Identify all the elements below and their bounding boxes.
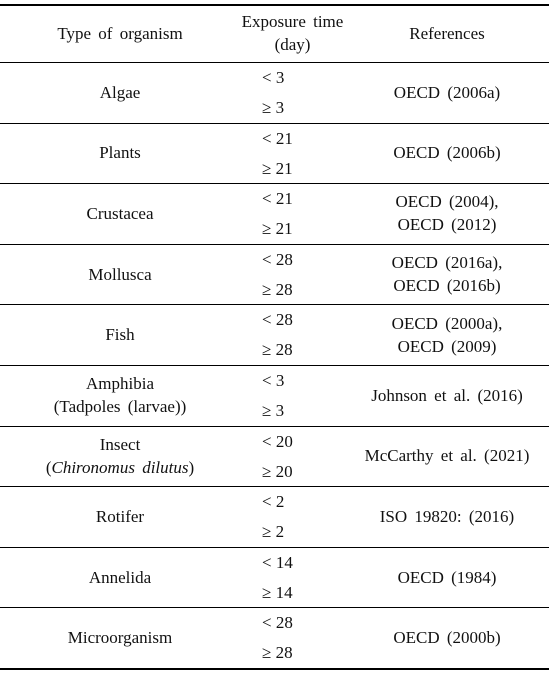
exposure-value: ≥ 28 <box>262 643 293 663</box>
organism-line: Rotifer <box>96 505 144 528</box>
organism-line: Amphibia <box>86 372 154 395</box>
organism-cell: Annelida <box>0 547 240 608</box>
reference-line: OECD (2004), <box>395 192 499 212</box>
organism-text: Insect <box>99 434 141 454</box>
exposure-value: < 20 <box>262 431 293 451</box>
row-rule <box>0 607 549 609</box>
exposure-value: ≥ 14 <box>262 582 293 602</box>
reference-cell: ISO 19820: (2016) <box>345 486 549 547</box>
organism-text: Annelida <box>88 567 152 587</box>
organism-text: (Tadpoles (larvae)) <box>53 397 187 417</box>
organism-cell: Insect (Chironomus dilutus) <box>0 426 240 487</box>
exposure-value: < 28 <box>262 249 293 269</box>
organism-cell: Rotifer <box>0 486 240 547</box>
organism-line: (Tadpoles (larvae)) <box>54 395 187 418</box>
exposure-value: < 2 <box>262 492 285 512</box>
row-rule <box>0 425 549 427</box>
organism-text: ( <box>45 457 52 477</box>
reference-line: OECD (2000b) <box>393 628 501 648</box>
organism-text: Microorganism <box>67 628 173 648</box>
organism-line: Annelida <box>89 566 151 589</box>
row-rule <box>0 243 549 245</box>
organism-cell: Fish <box>0 304 240 365</box>
reference-cell: OECD (2000a), OECD (2009) <box>345 304 549 365</box>
header-cell: Type of organism <box>57 23 183 43</box>
organism-cell: Plants <box>0 123 240 184</box>
organism-cell: Amphibia (Tadpoles (larvae)) <box>0 365 240 426</box>
reference-cell: OECD (2000b) <box>345 607 549 668</box>
exposure-value: < 21 <box>262 189 293 209</box>
reference-line: OECD (2012) <box>397 215 497 235</box>
header-line: Exposure time <box>241 12 344 31</box>
header-rule <box>0 62 549 63</box>
exposure-value: < 3 <box>262 68 285 87</box>
reference-line: McCarthy et al. (2021) <box>364 446 530 466</box>
reference-line: OECD (1984) <box>397 567 497 587</box>
organism-text: ) <box>188 457 195 477</box>
exposure-value: ≥ 3 <box>262 98 285 117</box>
exposure-value: ≥ 3 <box>262 401 285 420</box>
reference-line: ISO 19820: (2016) <box>379 506 515 526</box>
header-cell: Exposure time (day) <box>240 4 345 62</box>
exposure-value: ≥ 28 <box>262 279 293 299</box>
exposure-value: ≥ 21 <box>262 219 293 239</box>
reference-cell: OECD (2006a) <box>345 62 549 123</box>
organism-text: Amphibia <box>86 374 154 394</box>
reference-cell: McCarthy et al. (2021) <box>345 426 549 487</box>
reference-cell: Johnson et al. (2016) <box>345 365 549 426</box>
reference-line: OECD (2000a), <box>391 313 503 333</box>
reference-line: Johnson et al. (2016) <box>371 385 523 405</box>
organism-cell: Mollusca <box>0 244 240 305</box>
exposure-value: ≥ 20 <box>262 461 293 481</box>
exposure-value: < 3 <box>262 371 285 390</box>
header-line: (day) <box>274 35 311 54</box>
organism-line: Algae <box>100 81 141 104</box>
organism-text: Rotifer <box>95 506 145 526</box>
row-rule <box>0 304 549 306</box>
organism-cell: Microorganism <box>0 607 240 668</box>
exposure-value: < 21 <box>262 128 293 148</box>
row-rule <box>0 365 549 366</box>
organism-text: Fish <box>105 325 135 345</box>
reference-cell: OECD (2004), OECD (2012) <box>345 183 549 244</box>
reference-cell: OECD (1984) <box>345 547 549 608</box>
reference-line: OECD (2016a), <box>391 253 503 273</box>
row-rule <box>0 486 549 488</box>
reference-line: OECD (2016b) <box>393 276 501 296</box>
organism-text: Algae <box>99 82 141 102</box>
row-rule <box>0 546 549 548</box>
organism-line: Mollusca <box>88 263 151 286</box>
organism-text: Chironomus dilutus <box>51 457 189 477</box>
reference-line: OECD (2006a) <box>393 82 501 102</box>
exposure-value: ≥ 21 <box>262 158 293 178</box>
exposure-value: < 28 <box>262 613 293 633</box>
reference-cell: OECD (2016a), OECD (2016b) <box>345 244 549 305</box>
organism-line: (Chironomus dilutus) <box>46 456 194 479</box>
organism-line: Plants <box>99 141 141 164</box>
reference-line: OECD (2009) <box>397 336 497 356</box>
row-rule <box>0 122 549 124</box>
organism-text: Mollusca <box>88 264 152 284</box>
row-rule <box>0 183 549 185</box>
header-cell: References <box>409 23 485 43</box>
reference-line: OECD (2006b) <box>393 143 501 163</box>
organism-line: Crustacea <box>86 202 153 225</box>
exposure-value: ≥ 28 <box>262 340 293 360</box>
organism-cell: Crustacea <box>0 183 240 244</box>
reference-cell: OECD (2006b) <box>345 123 549 184</box>
organism-text: Plants <box>99 143 141 163</box>
bottom-rule <box>0 668 549 670</box>
organism-line: Insect <box>100 433 141 456</box>
organism-text: Crustacea <box>86 203 154 223</box>
top-rule <box>0 4 549 6</box>
organism-cell: Algae <box>0 62 240 123</box>
exposure-value: < 14 <box>262 552 293 572</box>
organism-line: Microorganism <box>68 626 173 649</box>
organism-line: Fish <box>105 323 134 346</box>
exposure-value: ≥ 2 <box>262 522 285 542</box>
exposure-value: < 28 <box>262 310 293 330</box>
